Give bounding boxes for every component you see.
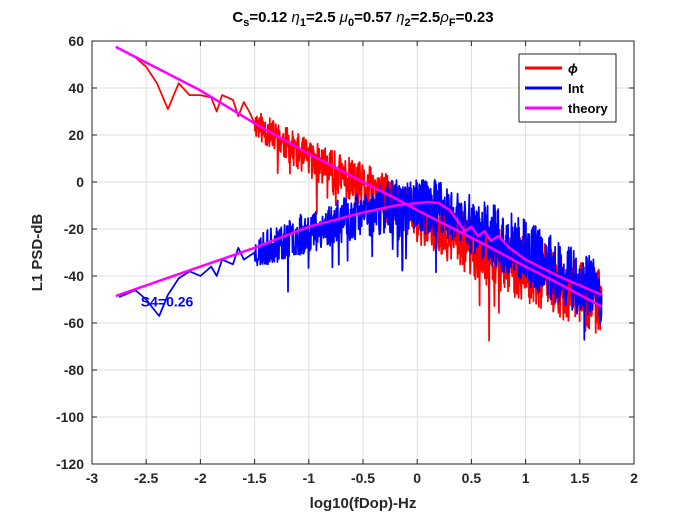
title-part: =0.23 [456,9,494,26]
title-part: =0.12 [249,9,291,26]
y-tick-label: -40 [64,268,84,284]
title-part: η [292,9,300,26]
legend-label-0: ϕ [568,61,578,76]
title-part: =2.5 [306,9,340,26]
y-tick-label: 0 [76,174,84,190]
series-theory-int-line [115,200,602,298]
y-tick-label: 20 [68,127,84,143]
title-part: =0.57 [354,9,396,26]
title-part: η [396,9,404,26]
x-tick-label: 1.5 [570,470,590,486]
series-layer [115,45,603,342]
y-axis-label: L1 PSD-dB [29,214,46,292]
x-tick-label: -0.5 [351,470,375,486]
s4-annotation: S4=0.26 [141,294,194,310]
x-tick-label: -2.5 [134,470,158,486]
title-part: =2.5 [411,9,441,26]
tick-layer: -3 -2.5 -2 -1.5 -1 -0.5 0 0.5 1 1.5 2 -120 -100 -80 -6… [56,33,638,486]
x-tick-label: 2 [630,470,638,486]
y-tick-label: -60 [64,315,84,331]
x-tick-label: 1 [522,470,530,486]
x-tick-label: 0 [413,470,421,486]
x-axis-label: log10(fDop)-Hz [310,495,417,512]
legend-label-1: Int [568,81,585,96]
x-tick-label: -3 [86,470,99,486]
x-tick-label: 0.5 [462,470,482,486]
y-tick-label: -20 [64,221,84,237]
y-tick-label: -120 [56,456,84,472]
title-part: μ [339,9,348,26]
x-tick-label: -1 [303,470,316,486]
y-tick-label: 60 [68,33,84,49]
x-tick-label: -1.5 [243,470,267,486]
title-part: C [232,9,243,26]
x-tick-label: -2 [194,470,207,486]
title-part: 0 [348,17,354,29]
title-part: 1 [300,17,306,29]
y-tick-label: -80 [64,362,84,378]
legend-label-2: theory [568,101,609,116]
y-tick-label: 40 [68,80,84,96]
title-part: F [449,17,456,29]
title-part: ρ [439,9,449,26]
series-int-line [118,179,603,341]
chart-title: Cs=0.12 η1=2.5 μ0=0.57 η2=2.5ρF=0.23 [232,9,493,29]
title-part: 2 [405,17,411,29]
legend: ϕ Int theory [518,53,617,123]
y-tick-label: -100 [56,409,84,425]
title-part: s [243,17,249,29]
